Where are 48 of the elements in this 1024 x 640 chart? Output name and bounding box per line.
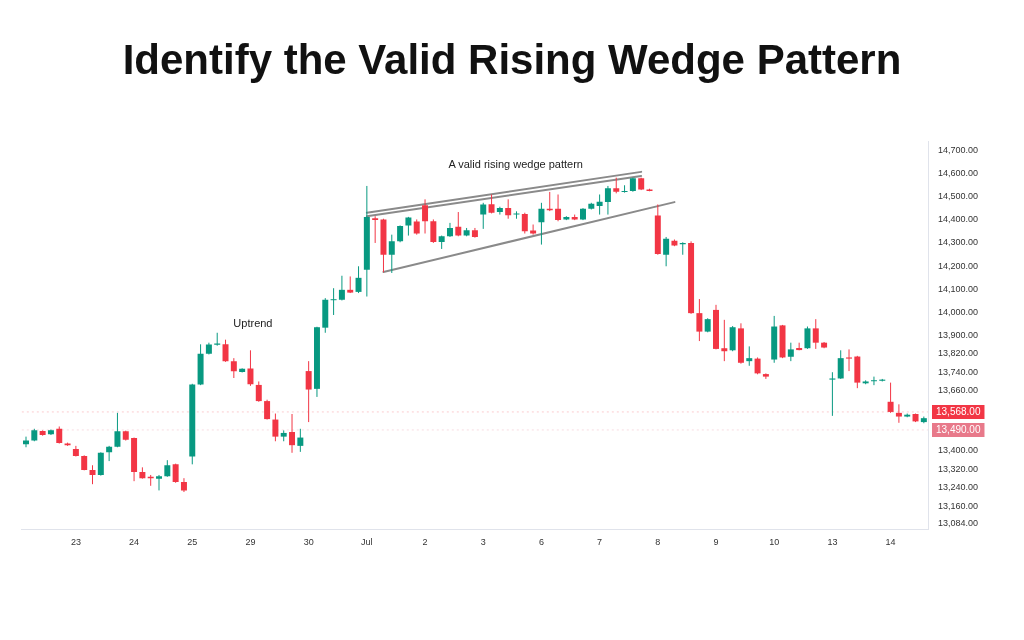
y-tick-label: 14,000.00 — [938, 306, 979, 317]
candlestick — [846, 348, 853, 372]
x-tick-label: 29 — [245, 537, 256, 548]
ref-line-label: 13,568.00 — [936, 405, 981, 417]
y-tick-label: 14,500.00 — [938, 191, 979, 202]
x-tick-label: Jul — [361, 537, 373, 548]
y-tick-label: 14,400.00 — [938, 214, 979, 225]
y-tick-label: 13,900.00 — [938, 329, 979, 340]
y-tick-label: 14,300.00 — [938, 237, 979, 248]
x-tick-label: 2 — [422, 537, 428, 548]
x-tick-label: 13 — [827, 537, 838, 548]
x-tick-label: 14 — [885, 537, 896, 548]
y-tick-label: 13,740.00 — [938, 366, 979, 377]
x-tick-label: 6 — [538, 537, 544, 548]
y-tick-label: 13,320.00 — [938, 463, 979, 474]
x-tick-label: 7 — [597, 537, 603, 548]
candlestick — [513, 210, 520, 220]
x-tick-label: 10 — [769, 537, 780, 548]
y-tick-label: 13,084.00 — [938, 518, 979, 529]
y-tick-label: 13,400.00 — [938, 445, 979, 456]
candlestick — [862, 379, 869, 385]
annotation: Uptrend — [233, 316, 273, 329]
x-tick-label: 23 — [70, 537, 81, 548]
x-tick-label: 8 — [655, 537, 661, 548]
candlestick — [480, 202, 487, 230]
candlestick — [372, 215, 379, 244]
candlestick — [829, 371, 836, 417]
x-tick-label: 24 — [129, 537, 140, 548]
y-tick-label: 13,820.00 — [938, 348, 979, 359]
x-tick-label: 9 — [713, 537, 719, 548]
candlestick — [413, 218, 420, 236]
y-tick-label: 13,660.00 — [938, 385, 979, 396]
candlestick — [463, 227, 470, 237]
x-tick-label: 25 — [187, 537, 198, 548]
x-tick-label: 3 — [480, 537, 486, 548]
annotation: A valid rising wedge pattern — [448, 157, 583, 170]
y-tick-label: 14,200.00 — [938, 260, 979, 271]
y-tick-label: 14,700.00 — [938, 145, 979, 156]
y-tick-label: 14,100.00 — [938, 283, 979, 294]
chart-title: Identify the Valid Rising Wedge Pattern — [121, 36, 903, 84]
x-tick-label: 30 — [303, 537, 314, 548]
y-tick-label: 13,240.00 — [938, 482, 979, 493]
y-tick-label: 14,600.00 — [938, 168, 979, 179]
candlestick — [787, 342, 794, 362]
candlestick — [280, 429, 287, 442]
y-tick-label: 13,160.00 — [938, 500, 979, 511]
candlestick — [613, 177, 620, 194]
ref-line-label: 13,490.00 — [936, 423, 981, 435]
